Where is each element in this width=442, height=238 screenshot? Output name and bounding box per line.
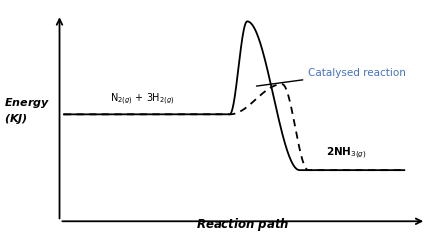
Text: $\bfit{Energy}$: $\bfit{Energy}$ xyxy=(4,96,50,110)
Text: $\bfit{Reaction\ path}$: $\bfit{Reaction\ path}$ xyxy=(196,216,290,233)
Text: 2NH$_{3(g)}$: 2NH$_{3(g)}$ xyxy=(326,145,366,161)
Text: $\bfit{(KJ)}$: $\bfit{(KJ)}$ xyxy=(4,112,27,126)
Text: N$_{2(g)}$ + 3H$_{2(g)}$: N$_{2(g)}$ + 3H$_{2(g)}$ xyxy=(110,92,175,107)
Text: Catalysed reaction: Catalysed reaction xyxy=(256,68,406,86)
